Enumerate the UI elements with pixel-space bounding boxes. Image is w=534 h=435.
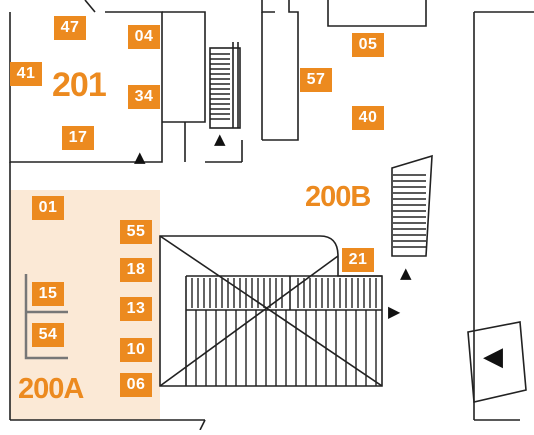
- wall-room-201-door: [84, 0, 96, 13]
- wall-corridor-a: [162, 11, 206, 123]
- entrance-box: [467, 321, 527, 403]
- atrium-stair-steps: [191, 278, 377, 386]
- location-tag-13: 13: [120, 297, 152, 321]
- up-arrow-icon: ▲: [214, 130, 226, 148]
- wall-room-201: [9, 11, 163, 163]
- stair-200b-steps: [393, 174, 426, 248]
- location-tag-34: 34: [128, 85, 160, 109]
- location-tag-57: 57: [300, 68, 332, 92]
- wall-corridor-c: [261, 0, 275, 13]
- location-tag-47: 47: [54, 16, 86, 40]
- location-tag-18: 18: [120, 258, 152, 282]
- location-tag-17: 17: [62, 126, 94, 150]
- room-200b-label: 200B: [305, 181, 371, 213]
- up-arrow-icon: ▲: [134, 148, 146, 166]
- location-tag-10: 10: [120, 338, 152, 362]
- up-arrow-icon: ▲: [400, 264, 412, 282]
- location-tag-06: 06: [120, 373, 152, 397]
- shelf-marker: [24, 274, 68, 360]
- stair-north: [209, 42, 241, 129]
- room-200a-label: 200A: [18, 373, 84, 405]
- location-tag-15: 15: [32, 282, 64, 306]
- wall-bottom: [10, 419, 206, 431]
- location-tag-21: 21: [342, 248, 374, 272]
- location-tag-55: 55: [120, 220, 152, 244]
- location-tag-05: 05: [352, 33, 384, 57]
- location-tag-04: 04: [128, 25, 160, 49]
- stair-north-steps: [210, 53, 230, 120]
- wall-corridor-d: [262, 0, 299, 141]
- wall-room-05: [327, 0, 427, 27]
- location-tag-41: 41: [10, 62, 42, 86]
- stair-200b: [391, 154, 433, 257]
- location-tag-40: 40: [352, 106, 384, 130]
- location-tag-54: 54: [32, 323, 64, 347]
- room-201-label: 201: [52, 66, 107, 104]
- location-tag-01: 01: [32, 196, 64, 220]
- right-arrow-icon: ▶: [388, 302, 401, 321]
- left-arrow-icon: ◀: [483, 342, 503, 372]
- atrium-stair: [159, 235, 383, 387]
